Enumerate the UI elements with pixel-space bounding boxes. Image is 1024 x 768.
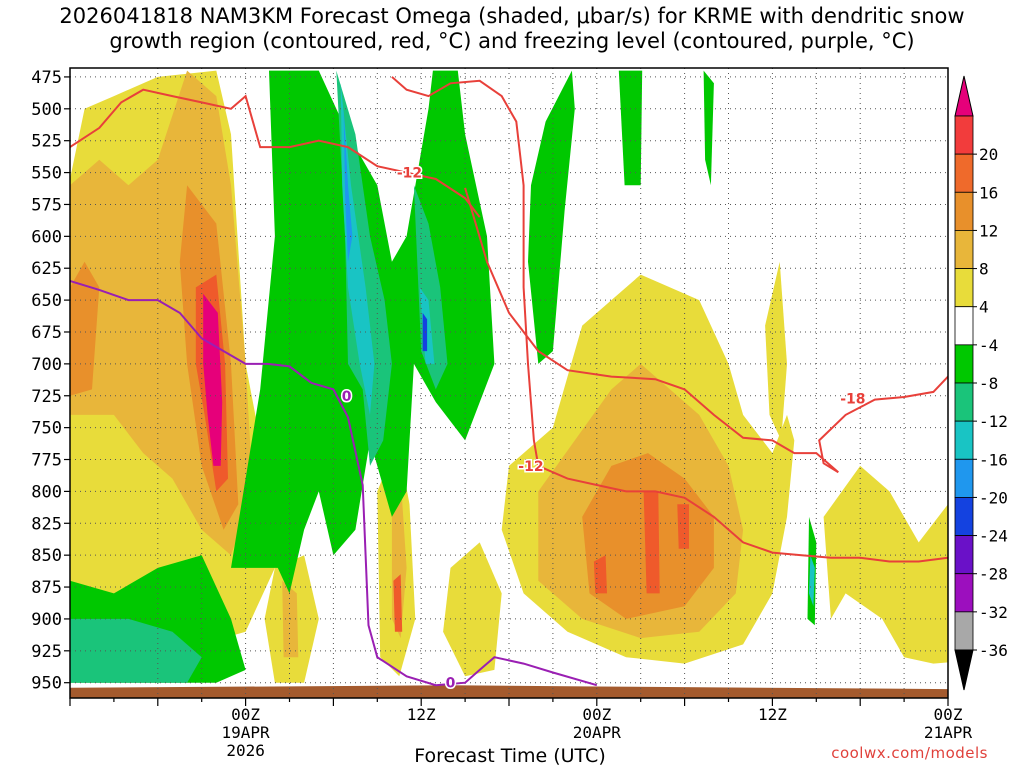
colorbar-label-5: -4 <box>979 336 998 355</box>
x-axis-label: Forecast Time (UTC) <box>414 745 606 767</box>
colorbar-box-6 <box>954 306 974 346</box>
y-tick-label-925: 925 <box>31 642 62 662</box>
dgz-contour-label-1: -12 <box>518 459 543 475</box>
omega-region-14 <box>336 70 392 466</box>
y-tick-label-475: 475 <box>31 68 62 88</box>
x-tick-label-6-2: 2026 <box>226 741 265 760</box>
colorbar-box-9 <box>954 420 974 460</box>
omega-region-17 <box>413 185 448 390</box>
colorbar-box-14 <box>954 611 974 651</box>
dgz-contour-line-0 <box>70 88 481 218</box>
colorbar-label-4: 4 <box>979 298 989 317</box>
dgz-contour-label-2: -18 <box>840 391 865 407</box>
colorbar-label-13: -36 <box>979 641 1008 660</box>
omega-region-22 <box>703 70 714 186</box>
colorbar-box-3 <box>954 191 974 231</box>
x-tick-label-6-0: 00Z <box>231 705 260 724</box>
colorbar-label-9: -20 <box>979 488 1008 507</box>
colorbar-box-5 <box>954 268 974 308</box>
y-tick-label-500: 500 <box>31 100 62 120</box>
colorbar-box-4 <box>954 230 974 269</box>
colorbar-label-3: 8 <box>979 260 989 279</box>
dgz-contour-line-1 <box>391 76 948 563</box>
y-tick-label-850: 850 <box>31 546 62 566</box>
chart-title-line-2: growth region (contoured, red, °C) and f… <box>109 29 915 53</box>
omega-region-5 <box>203 293 223 466</box>
y-tick-label-825: 825 <box>31 514 62 534</box>
colorbar-top-triangle <box>954 75 974 117</box>
x-tick-label-18-0: 12Z <box>407 705 436 724</box>
colorbar-box-2 <box>954 153 974 193</box>
y-tick-label-700: 700 <box>31 355 62 375</box>
colorbar-label-0: 20 <box>979 145 998 164</box>
x-tick-label-54-0: 00Z <box>934 705 963 724</box>
colorbar-box-12 <box>954 535 974 575</box>
axes: 475 500 525 550 575 600 625 650 675 700 725 750 775 8… <box>31 67 973 760</box>
y-tick-label-950: 950 <box>31 674 62 694</box>
omega-region-29 <box>643 491 660 594</box>
y-tick-label-575: 575 <box>31 195 62 215</box>
omega-region-32 <box>823 465 948 664</box>
freezing-contour-line-0 <box>70 280 598 687</box>
y-tick-label-875: 875 <box>31 578 62 598</box>
omega-region-19 <box>422 312 428 352</box>
colorbar-label-7: -12 <box>979 412 1008 431</box>
colorbar-box-7 <box>954 344 974 384</box>
omega-region-24 <box>809 555 815 607</box>
x-tick-label-6-1: 19APR <box>222 723 271 742</box>
y-tick-label-550: 550 <box>31 164 62 184</box>
credit-link[interactable]: coolwx.com/models <box>831 744 988 762</box>
colorbar-box-8 <box>954 382 974 422</box>
y-tick-label-900: 900 <box>31 610 62 630</box>
colorbar-box-1 <box>954 115 974 155</box>
y-tick-label-800: 800 <box>31 482 62 502</box>
y-tick-label-600: 600 <box>31 227 62 247</box>
colorbar: 20 16 12 8 4 -4 -8 -12 -16 -20 -24 -28 -32 -36 <box>954 75 1008 691</box>
contours: -12 -12 -18 0 0 <box>70 76 948 693</box>
y-tick-label-750: 750 <box>31 419 62 439</box>
omega-region-21 <box>618 70 643 186</box>
x-tick-label-54-1: 21APR <box>924 723 973 742</box>
x-tick-label-42-0: 12Z <box>758 705 787 724</box>
omega-region-28 <box>593 555 607 594</box>
y-tick-label-675: 675 <box>31 323 62 343</box>
chart-title-line-1: 2026041818 NAM3KM Forecast Omega (shaded… <box>59 4 965 28</box>
omega-region-30 <box>677 504 689 549</box>
dgz-contour-label-0: -12 <box>397 166 422 182</box>
y-tick-label-525: 525 <box>31 132 62 152</box>
omega-region-2 <box>70 261 100 396</box>
dgz-contour-line-2 <box>464 187 948 474</box>
freezing-contour-label-1: 0 <box>342 389 352 405</box>
colorbar-label-2: 12 <box>979 221 998 240</box>
omega-region-34 <box>443 542 502 677</box>
colorbar-label-11: -28 <box>979 565 1008 584</box>
omega-region-10 <box>393 574 403 632</box>
colorbar-label-1: 16 <box>979 183 998 202</box>
grid-lines <box>70 68 949 698</box>
chart-title: 2026041818 NAM3KM Forecast Omega (shaded… <box>0 4 1024 54</box>
y-tick-label-625: 625 <box>31 259 62 279</box>
y-tick-label-650: 650 <box>31 291 62 311</box>
colorbar-label-8: -16 <box>979 450 1008 469</box>
colorbar-label-6: -8 <box>979 374 998 393</box>
freezing-contour-label-0: 0 <box>446 676 456 692</box>
colorbar-label-12: -32 <box>979 603 1008 622</box>
colorbar-bottom-triangle <box>954 649 974 691</box>
colorbar-box-11 <box>954 497 974 536</box>
y-tick-label-725: 725 <box>31 387 62 407</box>
colorbar-box-13 <box>954 573 974 613</box>
colorbar-label-10: -24 <box>979 527 1008 546</box>
colorbar-box-10 <box>954 458 974 498</box>
x-tick-label-30-1: 20APR <box>573 723 622 742</box>
omega-region-20 <box>528 70 575 364</box>
x-tick-label-30-0: 00Z <box>582 705 611 724</box>
y-tick-label-775: 775 <box>31 451 62 471</box>
